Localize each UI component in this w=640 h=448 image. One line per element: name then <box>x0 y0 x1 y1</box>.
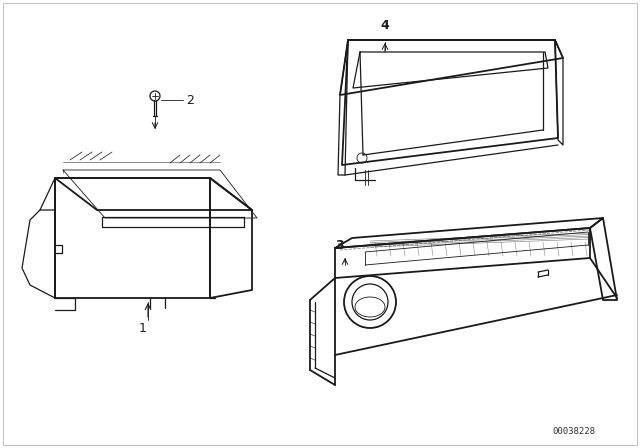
Text: 00038228: 00038228 <box>552 427 595 436</box>
Text: 3: 3 <box>336 238 344 251</box>
Text: 2: 2 <box>186 94 194 107</box>
Text: 1: 1 <box>139 322 147 335</box>
Text: 4: 4 <box>381 18 389 31</box>
